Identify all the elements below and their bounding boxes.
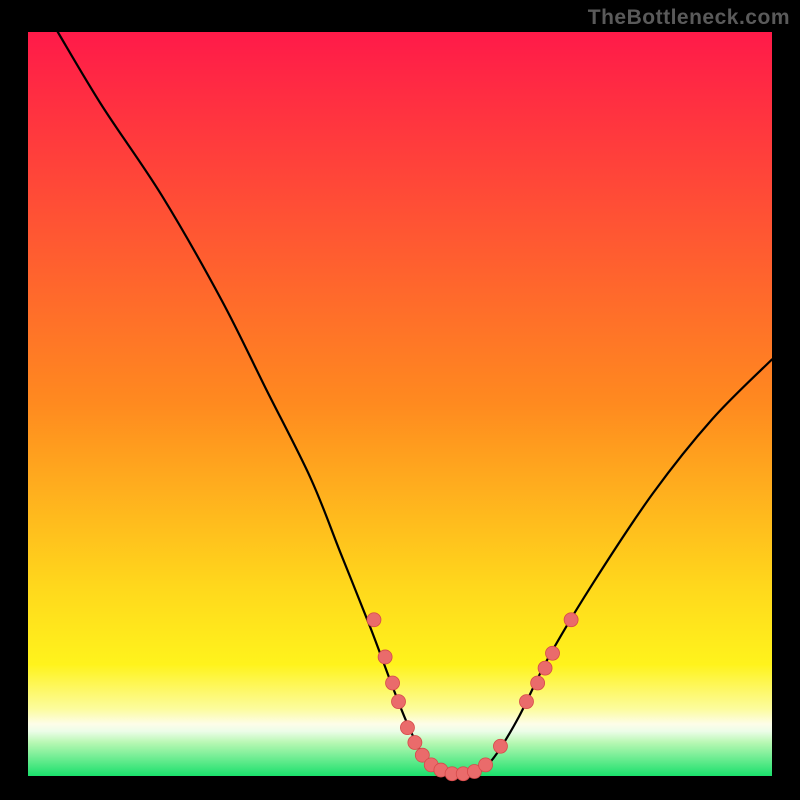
watermark-text: TheBottleneck.com bbox=[588, 6, 790, 30]
chart-frame: TheBottleneck.com bbox=[0, 0, 800, 800]
plot-area bbox=[28, 32, 772, 776]
